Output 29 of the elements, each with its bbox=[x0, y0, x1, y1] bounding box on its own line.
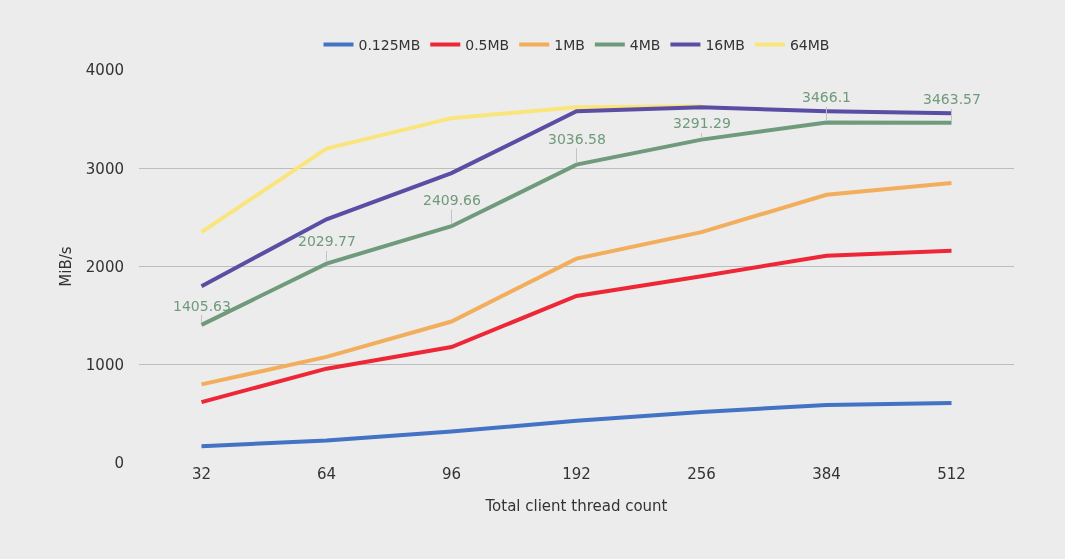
data-label: 2409.66 bbox=[423, 192, 481, 208]
data-label: 2029.77 bbox=[298, 233, 356, 249]
y-tick-label: 0 bbox=[114, 454, 124, 473]
legend-label: 0.5MB bbox=[465, 36, 510, 53]
legend-label: 1MB bbox=[554, 36, 585, 53]
line-series bbox=[199, 105, 954, 289]
x-tick-label: 64 bbox=[316, 465, 337, 483]
x-tick-label: 96 bbox=[441, 465, 462, 483]
y-tick-label: 3000 bbox=[85, 159, 124, 178]
legend-label: 16MB bbox=[705, 36, 745, 53]
line-series bbox=[199, 401, 954, 449]
y-tick-label: 1000 bbox=[85, 356, 124, 374]
y-tick-label: 2000 bbox=[85, 257, 124, 276]
data-label: 3466.1 bbox=[802, 89, 851, 105]
data-label: 3036.58 bbox=[548, 131, 606, 147]
x-tick-label: 384 bbox=[812, 465, 841, 483]
legend-label: 64MB bbox=[789, 36, 830, 53]
legend-label: 0.125MB bbox=[358, 36, 421, 53]
data-label: 3291.29 bbox=[673, 115, 731, 131]
x-tick-label: 512 bbox=[937, 465, 966, 483]
data-label: 1405.63 bbox=[173, 298, 231, 314]
legend-label: 4MB bbox=[629, 36, 661, 53]
y-tick-label: 4000 bbox=[85, 61, 124, 80]
y-axis-title: MiB/s bbox=[57, 246, 76, 287]
x-axis-title: Total client thread count bbox=[484, 497, 668, 515]
x-tick-label: 256 bbox=[687, 465, 716, 483]
x-tick-label: 192 bbox=[562, 465, 591, 483]
data-label: 3463.57 bbox=[923, 91, 981, 107]
x-tick-label: 32 bbox=[191, 465, 212, 483]
